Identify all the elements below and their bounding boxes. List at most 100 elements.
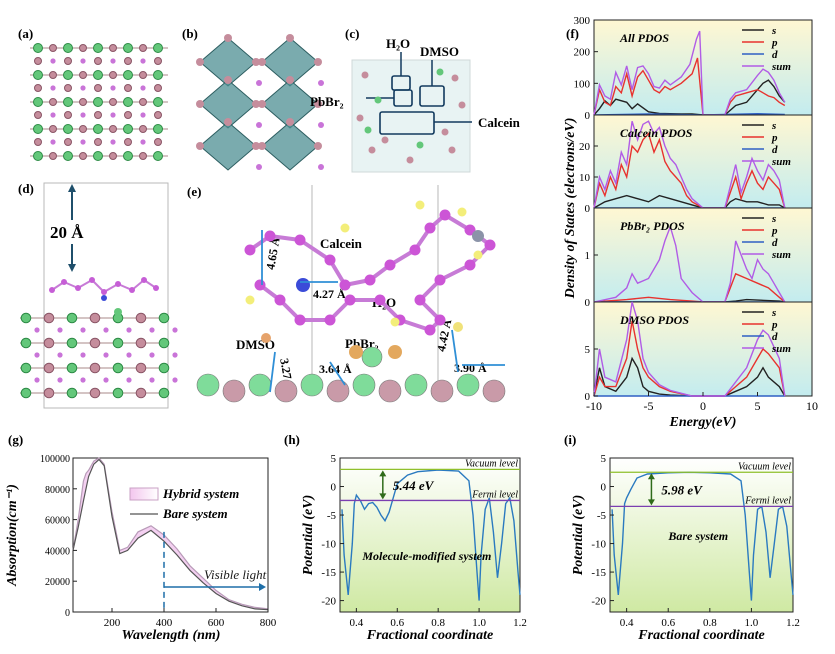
y-tick-label: 200 [574, 47, 591, 59]
br-atom [286, 76, 294, 84]
br-atom [49, 152, 57, 160]
slab-cell-box [43, 182, 169, 409]
y-tick-label: -15 [321, 567, 336, 579]
legend-label-bare: Bare system [162, 506, 228, 521]
br-atom [64, 138, 72, 146]
visible-light-label: Visible light [204, 567, 267, 582]
pdos-series-p [593, 320, 786, 397]
cation-atom [57, 377, 63, 383]
pb-atom [93, 124, 103, 134]
pb-atom [436, 68, 444, 76]
calcein-highlight-box [379, 111, 435, 135]
br-atom [430, 379, 454, 403]
system-label: Molecule-modified system [361, 549, 491, 563]
cation-atom [110, 139, 116, 145]
y-tick-label: -5 [597, 510, 607, 522]
br-atom [154, 84, 162, 92]
vacuum-label-bg [48, 220, 96, 244]
y-tick-label: 0 [601, 482, 607, 494]
cation-atom [172, 327, 178, 333]
legend-label: s [771, 120, 776, 132]
carbon-atom [439, 209, 451, 221]
br-atom [154, 57, 162, 65]
cation-atom [140, 112, 146, 118]
carbon-atom [153, 285, 159, 291]
cation-atom [80, 58, 86, 64]
pb-atom [153, 70, 163, 80]
y-tick-label: -10 [321, 539, 336, 551]
legend-label: s [771, 213, 776, 225]
x-tick-label: 1.2 [513, 617, 527, 629]
vacuum-arrow-head-up [68, 184, 76, 192]
hybrid-series-line [72, 457, 269, 610]
br-atom [258, 142, 266, 150]
carbon-atom [424, 324, 436, 336]
cation-atom [172, 352, 178, 358]
carbon-atom [324, 314, 336, 326]
br-atom [94, 57, 102, 65]
br-atom [258, 100, 266, 108]
cation-atom [80, 377, 86, 383]
pdos-series-p [593, 57, 786, 116]
legend-label: p [771, 37, 778, 49]
br-atom [154, 138, 162, 146]
distance-label-4-65: 4.65 Å [263, 236, 283, 271]
legend-label-hybrid: Hybrid system [162, 486, 239, 501]
pdos-series-sum [593, 301, 786, 397]
pb-atom [93, 97, 103, 107]
br-atom [89, 387, 101, 399]
x-axis-label: Wavelength (nm) [122, 628, 221, 643]
carbon-atom [384, 259, 396, 271]
nitrogen-atom [296, 278, 310, 292]
panel-label-c: (c) [345, 26, 359, 41]
legend-swatch-hybrid [129, 487, 159, 501]
x-tick-label: 0.8 [703, 617, 717, 629]
br-atom [224, 34, 232, 42]
br-atom [224, 76, 232, 84]
y-tick-label: 20 [579, 141, 591, 153]
panel-label-h: (h) [284, 432, 300, 447]
work-function-label: 5.44 eV [393, 478, 435, 493]
pb-atom [112, 337, 124, 349]
x-tick-label: 800 [260, 617, 277, 629]
panel-label-a: (a) [18, 26, 33, 41]
potential-series-line [611, 471, 794, 601]
cation-atom [80, 327, 86, 333]
br-atom [43, 312, 55, 324]
x-tick-label: 1.2 [786, 617, 800, 629]
cation-atom [50, 85, 56, 91]
br-atom [196, 58, 204, 66]
y-tick-label: 100 [574, 78, 591, 90]
cation-atom [172, 377, 178, 383]
br-atom [252, 58, 260, 66]
pb-atom [248, 373, 272, 397]
panel-label-i: (i) [564, 432, 576, 447]
distance-label-3-90: 3.90 Å [454, 361, 487, 375]
carbon-atom [115, 281, 121, 287]
x-tick-label: 200 [104, 617, 121, 629]
y-tick-label: -20 [591, 596, 606, 608]
pb-atom [63, 97, 73, 107]
work-function-arrowhead-down [647, 499, 655, 506]
legend-label: d [772, 144, 778, 156]
x-tick-label: 0.6 [661, 617, 675, 629]
pb-atom [158, 362, 170, 374]
hydrogen-atom [340, 223, 350, 233]
br-atom [89, 312, 101, 324]
x-tick-label: 1.0 [745, 617, 759, 629]
pb-atom [93, 70, 103, 80]
br-atom [124, 57, 132, 65]
br-atom [326, 379, 350, 403]
x-tick-label: 600 [208, 617, 225, 629]
br-atom [34, 111, 42, 119]
perovskite-lattice-image [30, 43, 168, 161]
cation-atom [34, 327, 40, 333]
legend-label: s [771, 25, 776, 37]
br-atom [124, 138, 132, 146]
br-atom [49, 71, 57, 79]
br-atom [124, 111, 132, 119]
cation-atom [318, 164, 324, 170]
pb-atom [416, 141, 424, 149]
carbon-atom [274, 294, 286, 306]
